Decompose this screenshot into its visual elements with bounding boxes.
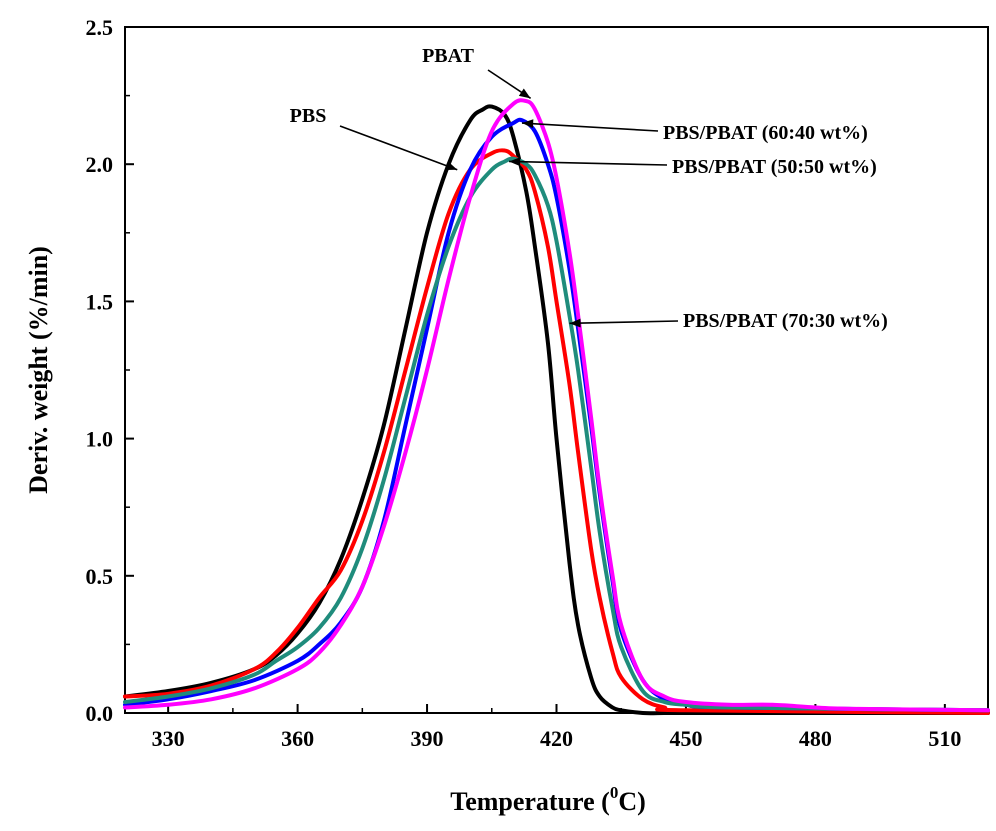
y-tick-label: 0.5 — [86, 564, 114, 589]
y-tick-label: 2.0 — [86, 152, 114, 177]
x-tick-label: 450 — [669, 726, 702, 751]
x-tick-label: 510 — [928, 726, 961, 751]
series-line-1 — [123, 104, 990, 716]
x-axis-title-sup: 0 — [610, 783, 619, 802]
annotation-arrowhead-2 — [445, 161, 458, 170]
annotation-label-4: PBS/PBAT (50:50 wt%) — [672, 156, 877, 178]
x-tick-label: 390 — [411, 726, 444, 751]
annotation-arrowhead-1 — [518, 88, 531, 99]
annotation-arrow-2 — [339, 125, 458, 171]
y-axis-ticks: 0.0 0.5 1.0 1.5 2.0 2.5 — [86, 15, 134, 726]
y-tick-label: 1.0 — [86, 427, 114, 452]
annotation-label-1: PBAT — [422, 45, 475, 67]
x-tick-label: 360 — [281, 726, 314, 751]
y-axis-title: Deriv. weight (%/min) — [24, 246, 53, 494]
annotation-arrowhead-3 — [521, 119, 534, 129]
x-axis-title-main: Temperature ( — [450, 787, 610, 816]
annotation-arrowhead-4 — [509, 157, 521, 167]
annotation-arrow-4 — [509, 160, 668, 166]
y-tick-label: 2.5 — [86, 15, 114, 40]
x-tick-label: 420 — [540, 726, 573, 751]
y-tick-label: 0.0 — [86, 701, 114, 726]
series-line-4 — [123, 156, 990, 713]
x-axis-title-end: C) — [618, 787, 645, 816]
annotation-arrowhead-5 — [569, 318, 581, 328]
x-tick-label: 330 — [152, 726, 185, 751]
x-tick-label: 480 — [799, 726, 832, 751]
annotation-label-3: PBS/PBAT (60:40 wt%) — [663, 122, 868, 144]
series-line-3 — [123, 117, 990, 713]
annotation-label-5: PBS/PBAT (70:30 wt%) — [683, 310, 888, 332]
series-layer — [123, 98, 990, 716]
annotation-arrow-3 — [521, 122, 659, 132]
series-line-2 — [123, 148, 990, 715]
y-tick-label: 1.5 — [86, 289, 114, 314]
x-axis-title: Temperature (0C) — [450, 783, 646, 816]
series-line-5 — [123, 98, 990, 713]
annotation-arrow-5 — [569, 320, 679, 325]
annotation-layer: PBAT PBS PBS/PBAT (60:40 wt%) PBS/PBAT (50:… — [290, 45, 888, 332]
annotation-label-2: PBS — [290, 105, 327, 127]
